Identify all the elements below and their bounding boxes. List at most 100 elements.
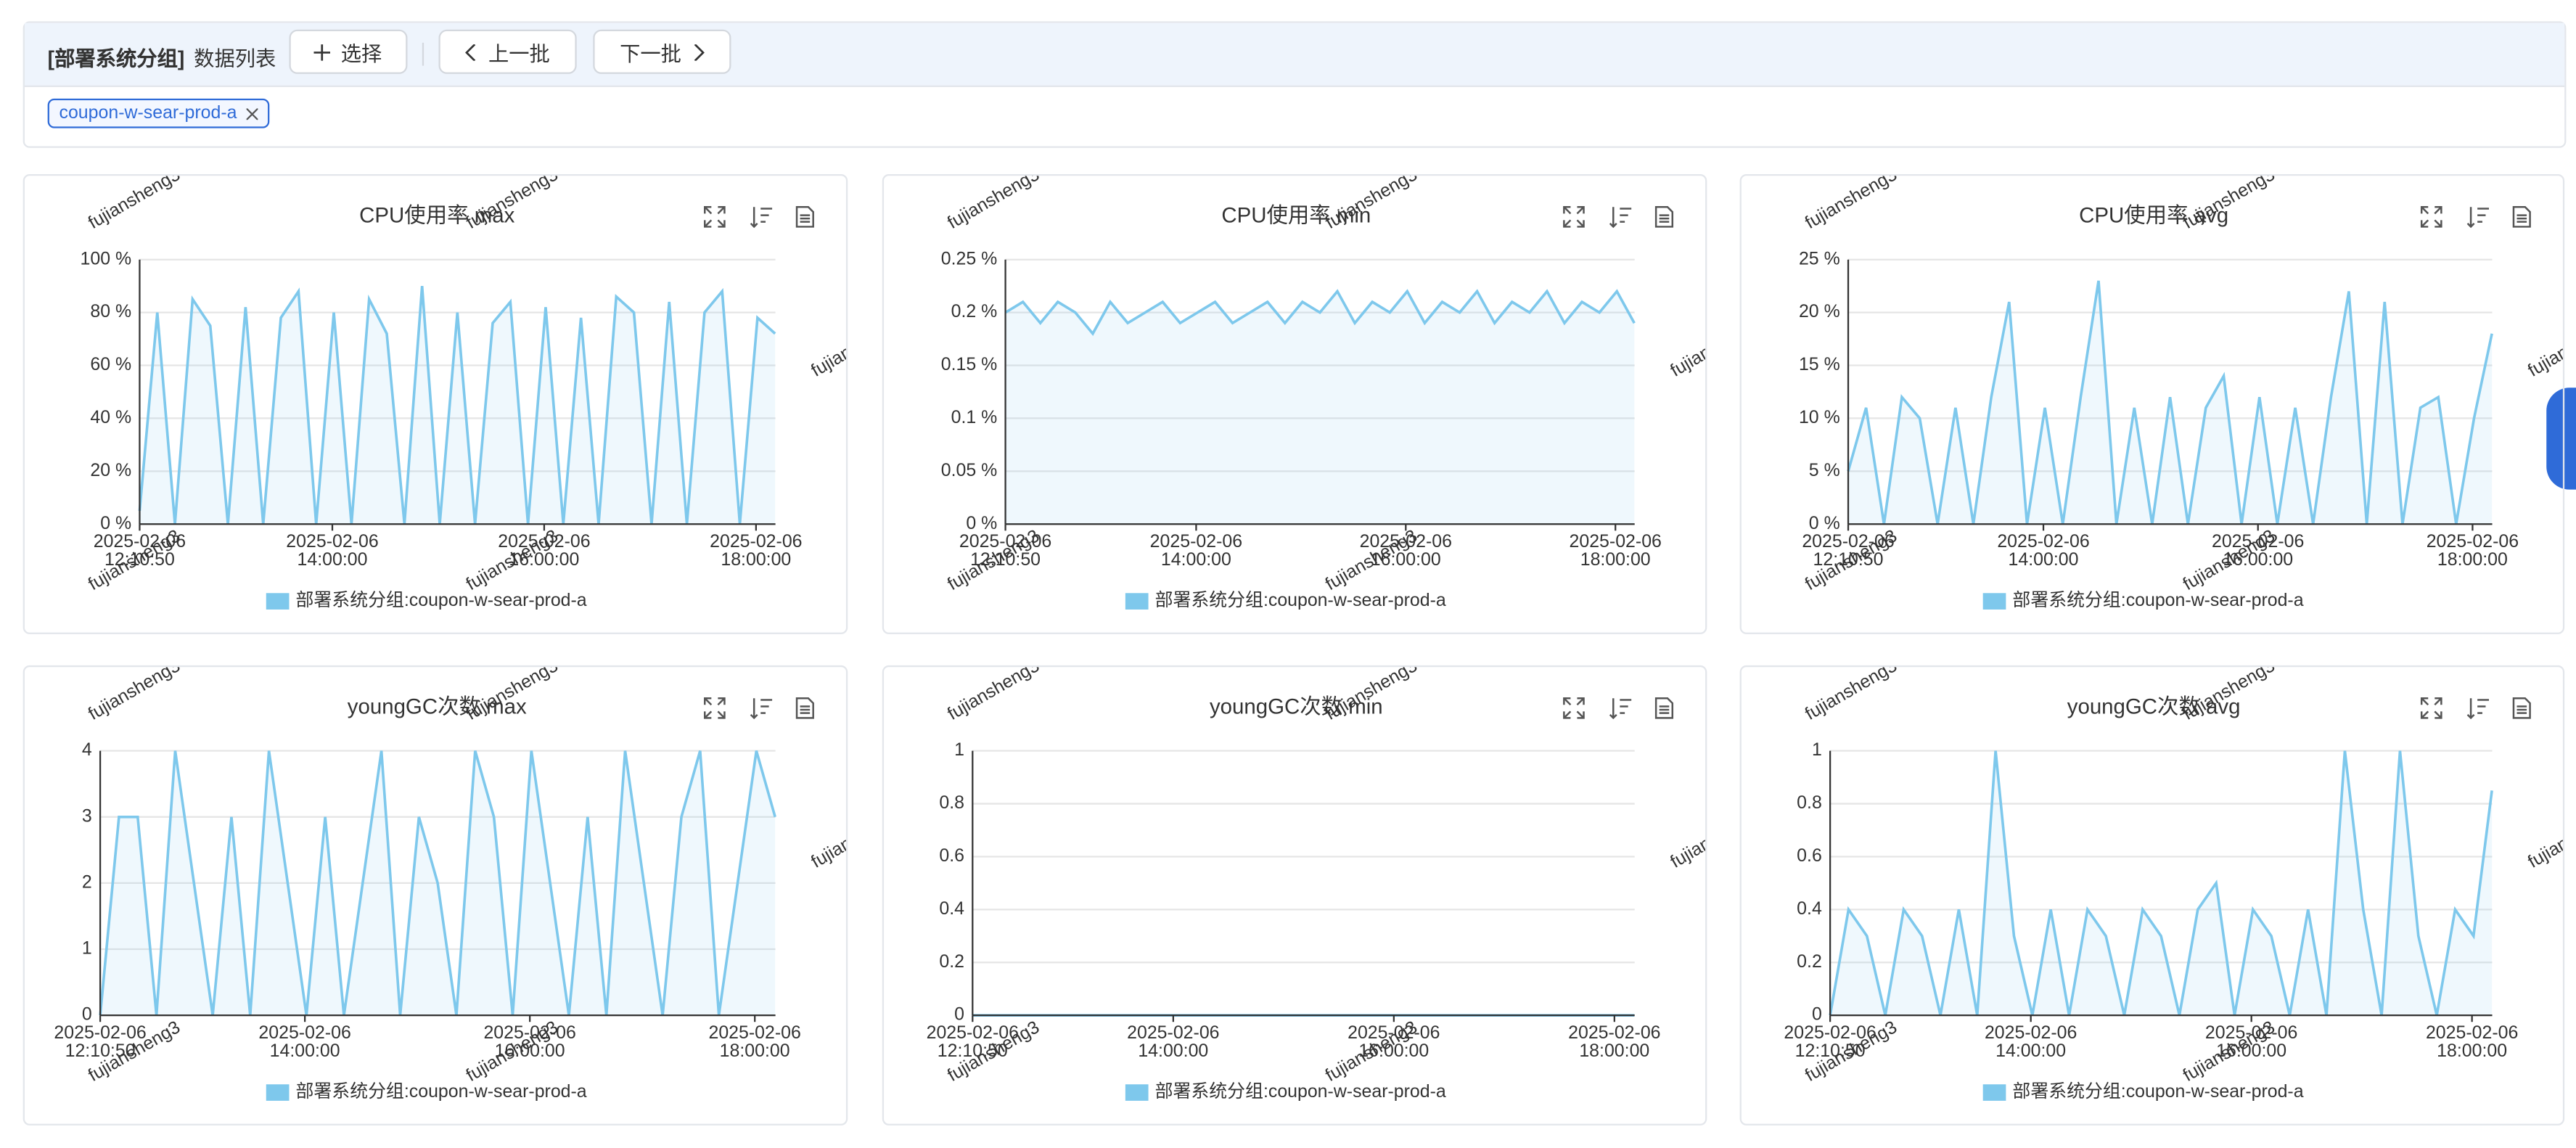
x-tick-label: 2025-02-06 12:10:50 — [1802, 532, 1895, 570]
watermark: fujiansheng3 — [2524, 312, 2564, 381]
fullscreen-icon[interactable] — [704, 697, 726, 719]
fullscreen-icon[interactable] — [2420, 206, 2442, 228]
area — [1830, 750, 2493, 1016]
y-tick-label: 0.2 — [939, 951, 964, 972]
watermark: fujiansheng3 — [2524, 803, 2564, 872]
icon-path — [1654, 206, 1674, 228]
x-tick-label: 2025-02-06 16:00:00 — [498, 532, 591, 570]
watermark: fujiansheng3 — [944, 667, 1043, 724]
y-tick-label: 20 % — [90, 460, 131, 480]
legend-swatch — [266, 1084, 290, 1101]
next-button[interactable]: 下一批 — [593, 29, 731, 74]
chart-title: CPU使用率 max — [359, 204, 514, 228]
chart-title: youngGC次数 max — [348, 695, 527, 719]
sort-icon[interactable] — [2466, 698, 2490, 720]
icon-path — [795, 697, 814, 719]
area — [139, 286, 776, 525]
chart-card: fujiansheng3 fujiansheng3 fujiansheng3 fuji… — [22, 173, 848, 634]
legend-label: 部署系统分组:coupon-w-sear-prod-a — [296, 590, 587, 610]
y-tick-label: 10 % — [1799, 407, 1840, 427]
select-button[interactable]: 选择 — [289, 29, 408, 74]
line — [1847, 280, 2493, 525]
watermark: fujiansheng3 — [1667, 312, 1707, 381]
legend-label: 部署系统分组:coupon-w-sear-prod-a — [2012, 1081, 2303, 1102]
x-tick-label: 2025-02-06 14:00:00 — [1997, 532, 2090, 570]
fullscreen-icon[interactable] — [1563, 697, 1585, 719]
sort-icon[interactable] — [1609, 207, 1632, 229]
y-tick-label: 0.05 % — [941, 460, 998, 480]
y-tick-label: 0 — [82, 1004, 92, 1025]
prev-button[interactable]: 上一批 — [438, 29, 577, 74]
export-icon[interactable] — [1654, 697, 1674, 719]
y-tick-label: 0.6 — [1797, 845, 1822, 866]
button-label: 选择 — [340, 42, 382, 66]
fullscreen-icon[interactable] — [1563, 206, 1585, 228]
sort-icon[interactable] — [1609, 698, 1632, 720]
export-icon[interactable] — [2512, 697, 2531, 719]
sort-icon[interactable] — [750, 207, 773, 229]
icon-path — [1654, 697, 1674, 719]
filter-tag[interactable]: coupon-w-sear-prod-a — [47, 98, 270, 128]
x-tick-label: 2025-02-06 16:00:00 — [1348, 1023, 1440, 1062]
icon-path — [795, 206, 814, 228]
icon-path — [1609, 207, 1632, 229]
close-icon[interactable] — [247, 107, 258, 120]
x-tick-label: 2025-02-06 18:00:00 — [708, 1023, 801, 1062]
x-tick-label: 2025-02-06 12:10:50 — [1784, 1023, 1876, 1062]
icon-path — [750, 207, 773, 229]
tag-label: coupon-w-sear-prod-a — [59, 103, 237, 123]
y-tick-label: 0.25 % — [941, 248, 998, 268]
legend-swatch — [1125, 1084, 1149, 1101]
x-tick-label: 2025-02-06 12:10:50 — [93, 532, 186, 570]
legend-swatch — [1982, 593, 2006, 610]
side-button[interactable]: 视图 — [2546, 388, 2576, 490]
watermark: fujiansheng3 — [1802, 176, 1900, 233]
sort-icon[interactable] — [2466, 207, 2490, 229]
icon-path — [2420, 206, 2442, 228]
watermark: fujiansheng3 — [1802, 667, 1900, 724]
chart-card: fujiansheng3 fujiansheng3 fujiansheng3 fuji… — [1739, 173, 2565, 634]
button-label: 上一批 — [488, 42, 550, 66]
chevron-left — [465, 43, 476, 60]
line — [138, 286, 776, 525]
chart-title: CPU使用率 avg — [2079, 204, 2228, 228]
legend-label: 部署系统分组:coupon-w-sear-prod-a — [1155, 590, 1446, 610]
y-tick-label: 0 % — [1809, 513, 1840, 533]
y-tick-label: 15 % — [1799, 354, 1840, 374]
icon-path — [704, 206, 726, 228]
y-tick-label: 5 % — [1809, 460, 1840, 480]
sort-icon[interactable] — [750, 698, 773, 720]
watermark: fujiansheng3 — [808, 312, 848, 381]
export-icon[interactable] — [795, 206, 814, 228]
icon-path — [2512, 206, 2531, 228]
y-tick-label: 0 — [954, 1004, 964, 1025]
export-icon[interactable] — [795, 697, 814, 719]
y-tick-label: 3 — [82, 805, 92, 826]
y-tick-label: 20 % — [1799, 301, 1840, 321]
y-tick-label: 100 % — [81, 248, 132, 268]
y-tick-label: 0 % — [966, 513, 997, 533]
icon-path — [2512, 697, 2531, 719]
chart-card: fujiansheng3 fujiansheng3 fujiansheng3 fuji… — [882, 173, 1707, 634]
fullscreen-icon[interactable] — [2420, 697, 2442, 719]
icon-path — [2466, 207, 2490, 229]
chart-card: fujiansheng3 fujiansheng3 fujiansheng3 fuji… — [1739, 665, 2565, 1126]
y-tick-label: 2 — [82, 872, 92, 892]
x-tick-label: 2025-02-06 18:00:00 — [2426, 532, 2519, 570]
fullscreen-icon[interactable] — [704, 206, 726, 228]
x-tick-label: 2025-02-06 14:00:00 — [1984, 1023, 2077, 1062]
icon-path — [2420, 697, 2442, 719]
x-tick-label: 2025-02-06 12:10:50 — [54, 1023, 147, 1062]
y-tick-label: 0.6 — [939, 845, 964, 866]
export-icon[interactable] — [2512, 206, 2531, 228]
y-tick-label: 4 — [82, 739, 92, 760]
list-label: 数据列表 — [194, 47, 276, 71]
y-tick-label: 0 % — [100, 513, 131, 533]
chart-card: fujiansheng3 fujiansheng3 fujiansheng3 fuji… — [882, 665, 1707, 1126]
export-icon[interactable] — [1654, 206, 1674, 228]
y-tick-label: 0.15 % — [941, 354, 998, 374]
